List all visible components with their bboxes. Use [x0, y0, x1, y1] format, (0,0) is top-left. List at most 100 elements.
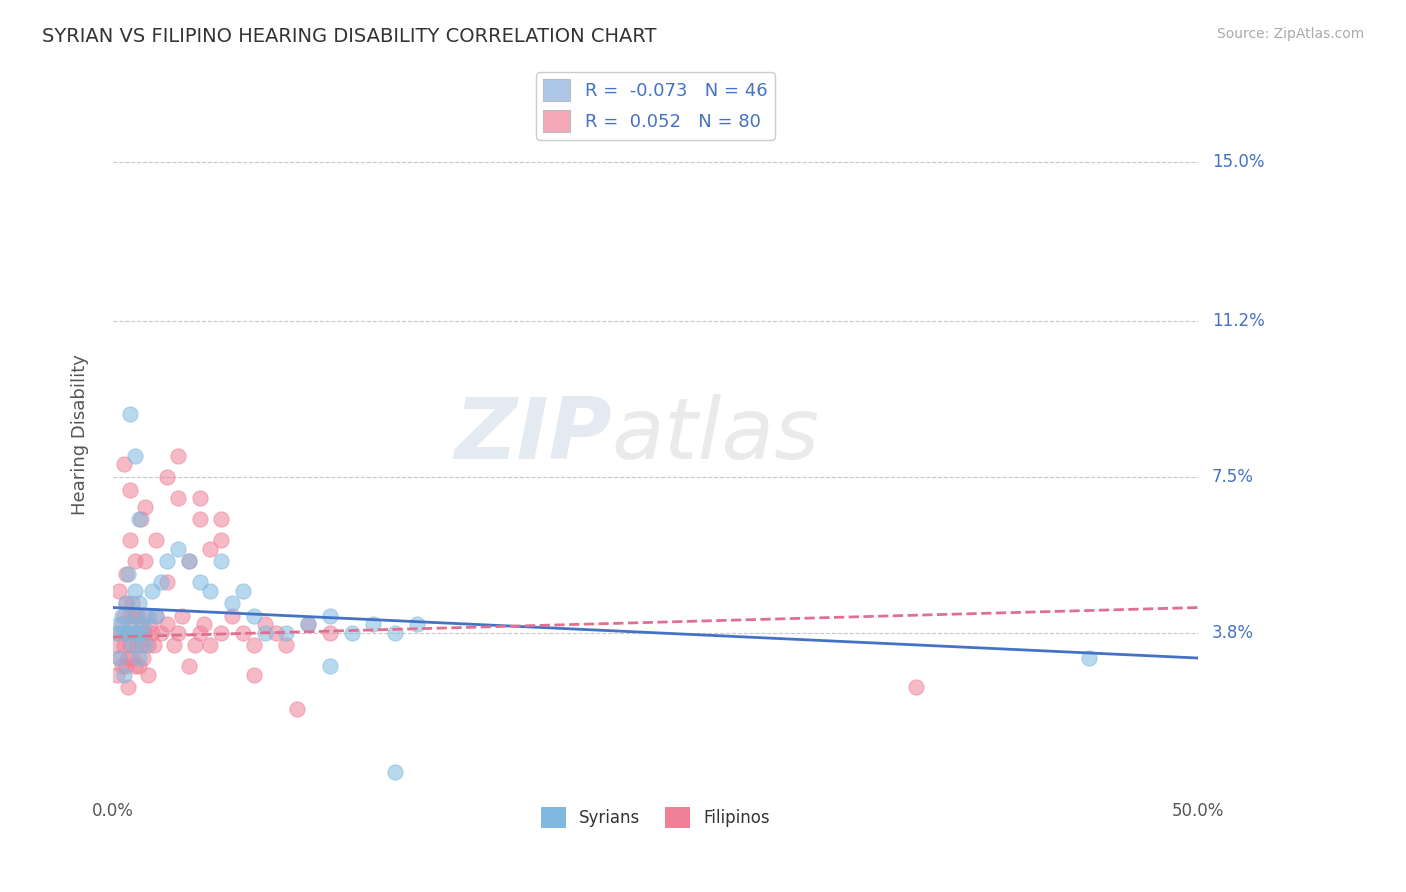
Point: [132, 651, 155, 665]
Point: [200, 583, 222, 598]
Point: [188, 575, 211, 590]
Point: [112, 458, 135, 472]
Point: [110, 609, 132, 624]
Point: [120, 483, 142, 497]
Point: [188, 491, 211, 505]
Point: [904, 681, 927, 695]
Point: [115, 566, 138, 581]
Point: [117, 651, 139, 665]
Text: 15.0%: 15.0%: [1212, 153, 1264, 170]
Text: atlas: atlas: [612, 393, 820, 476]
Point: [129, 512, 152, 526]
Point: [124, 583, 146, 598]
Point: [167, 625, 190, 640]
Point: [1078, 651, 1101, 665]
Point: [134, 554, 156, 568]
Point: [243, 668, 266, 682]
Point: [117, 566, 139, 581]
Point: [177, 554, 200, 568]
Text: 7.5%: 7.5%: [1212, 468, 1254, 486]
Point: [112, 609, 135, 624]
Point: [117, 625, 139, 640]
Point: [276, 625, 298, 640]
Point: [110, 617, 132, 632]
Point: [177, 554, 200, 568]
Point: [110, 659, 132, 673]
Point: [134, 625, 156, 640]
Point: [136, 668, 159, 682]
Point: [128, 625, 150, 640]
Point: [167, 491, 190, 505]
Point: [105, 639, 128, 653]
Point: [141, 583, 163, 598]
Point: [112, 668, 135, 682]
Point: [128, 596, 150, 610]
Point: [156, 575, 179, 590]
Point: [141, 625, 163, 640]
Point: [125, 609, 148, 624]
Point: [105, 668, 128, 682]
Point: [184, 639, 207, 653]
Point: [167, 541, 190, 556]
Point: [156, 470, 179, 484]
Point: [177, 659, 200, 673]
Point: [188, 625, 211, 640]
Point: [129, 617, 152, 632]
Point: [125, 625, 148, 640]
Point: [121, 596, 143, 610]
Point: [117, 681, 139, 695]
Point: [285, 701, 308, 715]
Point: [108, 651, 131, 665]
Point: [145, 609, 167, 624]
Point: [115, 596, 138, 610]
Point: [209, 512, 232, 526]
Point: [124, 659, 146, 673]
Point: [134, 609, 156, 624]
Point: [120, 609, 142, 624]
Point: [112, 625, 135, 640]
Point: [319, 659, 342, 673]
Point: [167, 449, 190, 463]
Point: [136, 639, 159, 653]
Text: 3.8%: 3.8%: [1212, 624, 1254, 641]
Point: [297, 617, 319, 632]
Point: [128, 651, 150, 665]
Point: [120, 407, 142, 421]
Point: [361, 617, 384, 632]
Point: [115, 596, 138, 610]
Point: [134, 500, 156, 514]
Point: [108, 583, 131, 598]
Point: [232, 583, 254, 598]
Point: [124, 609, 146, 624]
Point: [121, 651, 143, 665]
Point: [172, 609, 194, 624]
Point: [129, 639, 152, 653]
Point: [124, 609, 146, 624]
Point: [221, 596, 243, 610]
Point: [108, 651, 131, 665]
Point: [209, 554, 232, 568]
Point: [132, 625, 155, 640]
Point: [136, 609, 159, 624]
Point: [115, 625, 138, 640]
Point: [319, 625, 342, 640]
Point: [384, 764, 406, 779]
Text: ZIP: ZIP: [454, 393, 612, 476]
Point: [124, 625, 146, 640]
Point: [124, 554, 146, 568]
Point: [149, 625, 172, 640]
Text: SYRIAN VS FILIPINO HEARING DISABILITY CORRELATION CHART: SYRIAN VS FILIPINO HEARING DISABILITY CO…: [42, 27, 657, 45]
Point: [129, 625, 152, 640]
Point: [243, 639, 266, 653]
Point: [200, 541, 222, 556]
Point: [253, 617, 276, 632]
Point: [120, 533, 142, 548]
Point: [108, 625, 131, 640]
Point: [124, 449, 146, 463]
Point: [121, 625, 143, 640]
Point: [156, 617, 179, 632]
Point: [297, 617, 319, 632]
Point: [125, 639, 148, 653]
Text: Source: ZipAtlas.com: Source: ZipAtlas.com: [1216, 27, 1364, 41]
Point: [340, 625, 363, 640]
